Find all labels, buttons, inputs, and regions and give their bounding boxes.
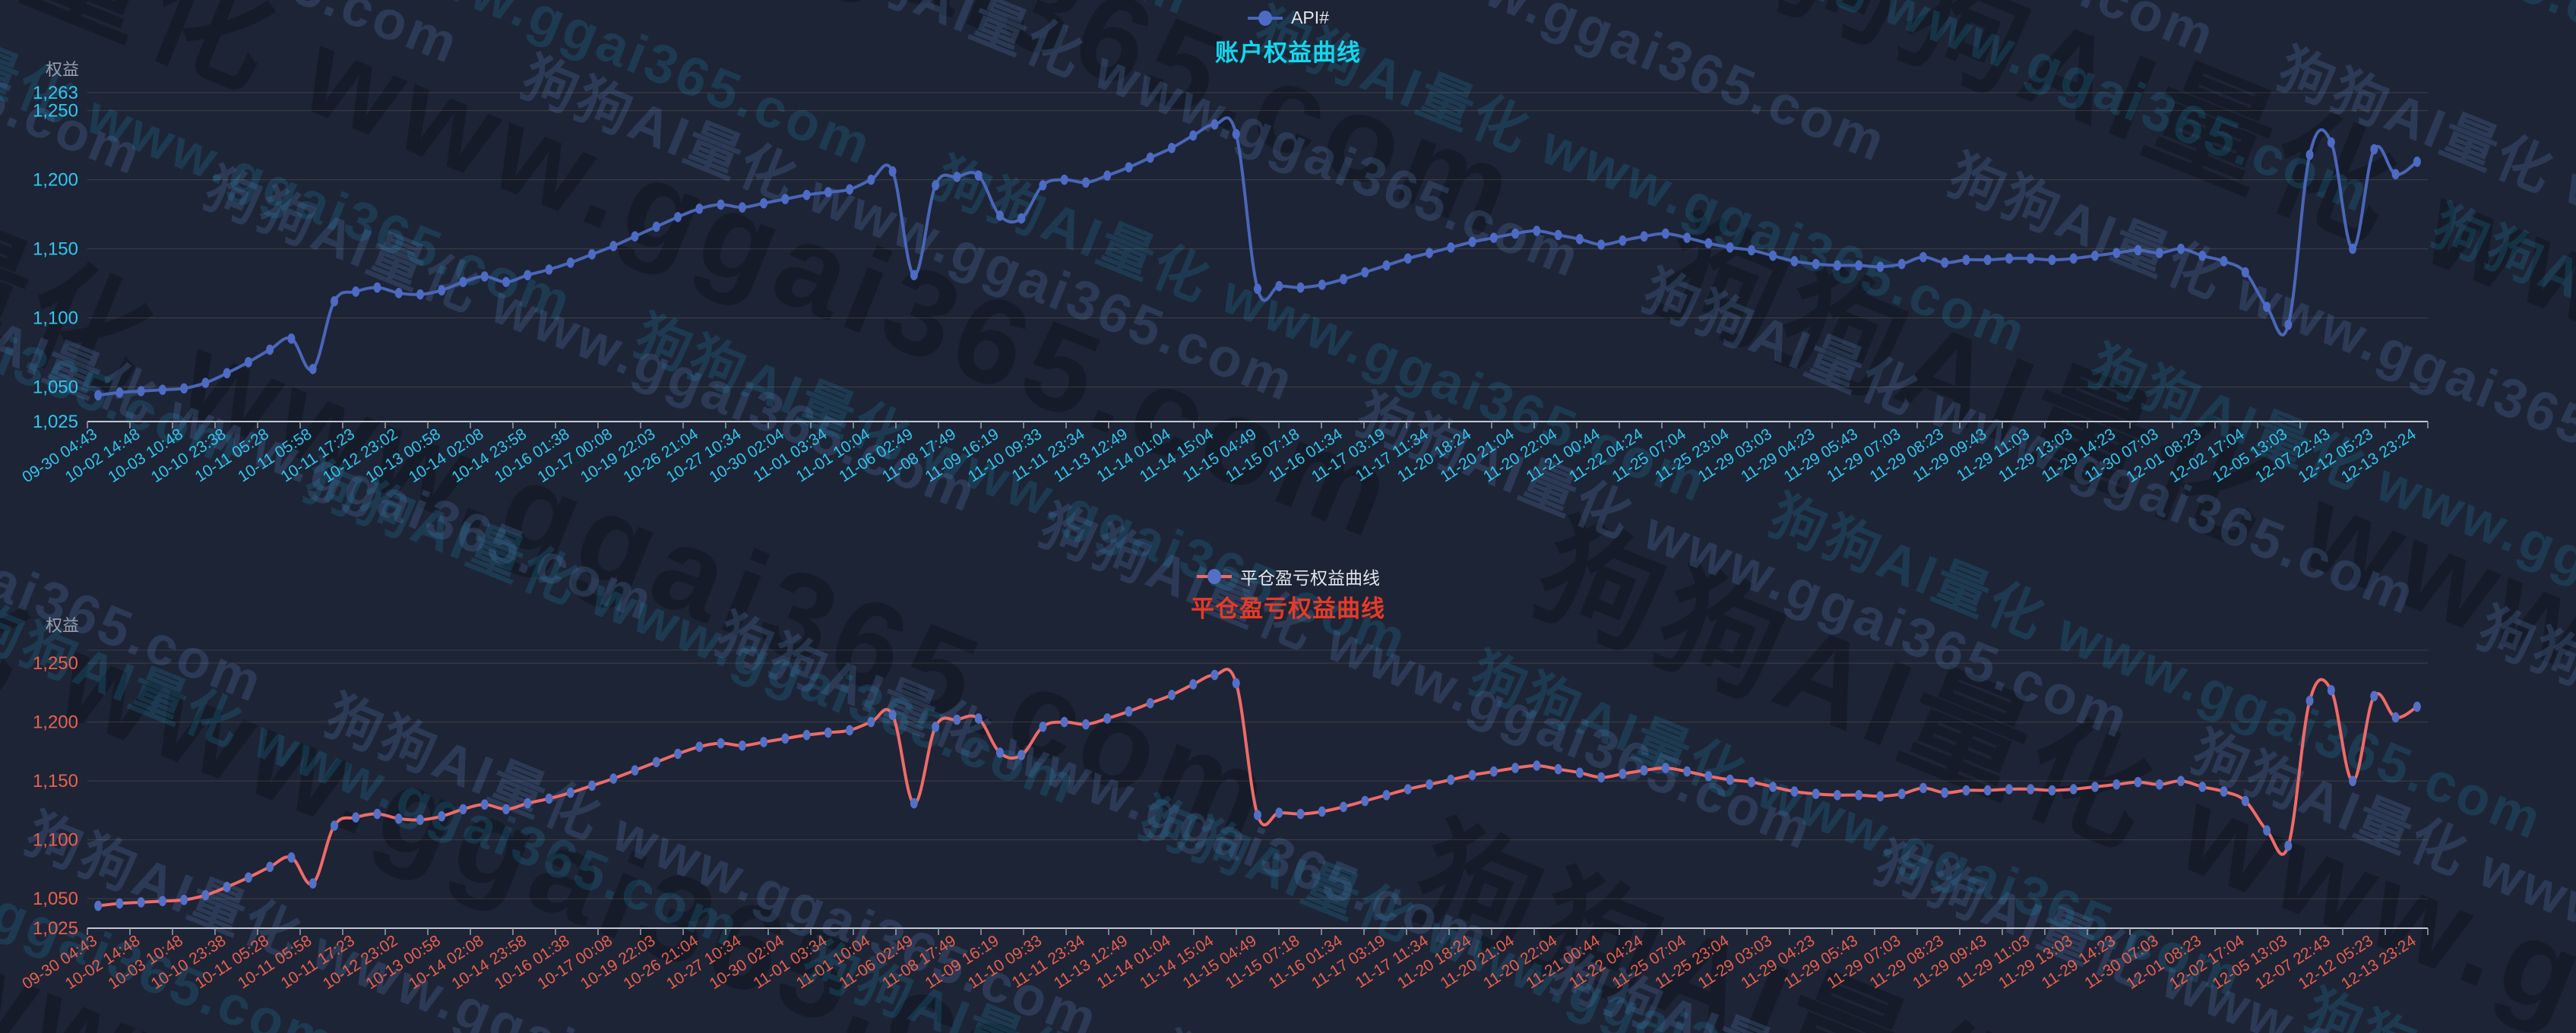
svg-text:1,200: 1,200: [33, 712, 78, 733]
svg-text:1,050: 1,050: [33, 378, 78, 398]
svg-text:1,100: 1,100: [33, 308, 78, 329]
svg-text:1,025: 1,025: [33, 412, 78, 432]
svg-text:1,263: 1,263: [33, 83, 78, 103]
svg-text:1,250: 1,250: [33, 653, 78, 674]
svg-text:1,150: 1,150: [33, 771, 78, 791]
closed-pnl-chart-header: 平仓盈亏权益曲线: [0, 564, 2576, 589]
closed-pnl-legend[interactable]: 平仓盈亏权益曲线: [0, 564, 2576, 589]
account-legend-label: API#: [1291, 8, 1329, 27]
account-y-axis-name: 权益: [46, 60, 80, 79]
svg-text:1,150: 1,150: [33, 239, 78, 260]
svg-text:1,200: 1,200: [33, 170, 78, 191]
svg-text:1,250: 1,250: [33, 101, 78, 122]
account-chart-header: API#: [0, 8, 2576, 28]
svg-text:1,100: 1,100: [33, 830, 78, 851]
svg-text:1,050: 1,050: [33, 889, 78, 909]
svg-text:1,025: 1,025: [33, 918, 78, 939]
closed-pnl-legend-label: 平仓盈亏权益曲线: [1240, 568, 1380, 588]
closed-pnl-legend-marker-icon: [1197, 569, 1232, 584]
account-legend-marker-icon: [1248, 10, 1283, 26]
closed-pnl-y-axis-name: 权益: [46, 616, 80, 635]
account-legend[interactable]: API#: [0, 8, 2576, 28]
